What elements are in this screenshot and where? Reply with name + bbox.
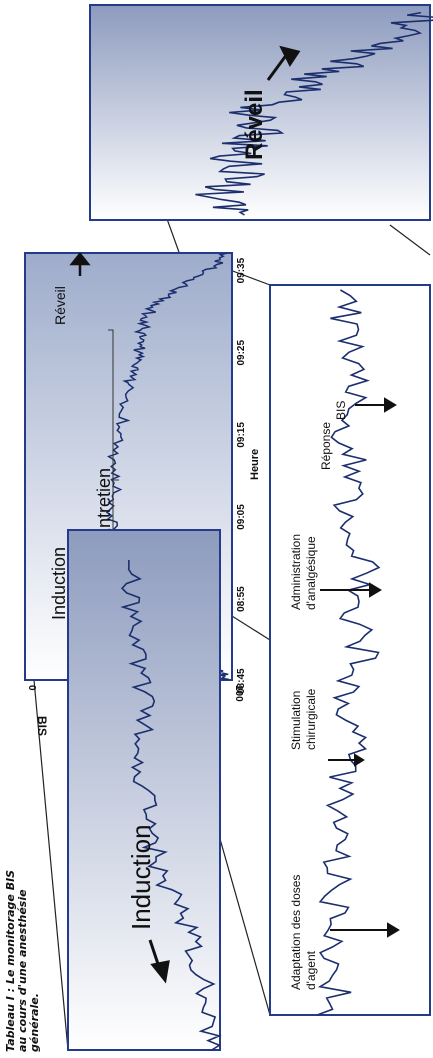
y-tick-label: 100 — [233, 685, 244, 702]
x-axis: 08:45 08:55 09:05 09:15 09:25 09:35 — [236, 257, 247, 694]
x-tick-label: 09:05 — [236, 504, 247, 530]
zoom-induction-label: Induction — [126, 824, 156, 930]
y-tick-label: 0 — [26, 685, 37, 691]
stimulation-arrow — [328, 753, 365, 767]
x-axis-label: Heure — [249, 449, 261, 480]
zoom-induction-trace — [120, 559, 222, 1051]
zoom-reveil-frame — [89, 4, 431, 221]
stimulation-label-2: chirurgicale — [304, 688, 318, 750]
adaptation-arrow — [330, 922, 400, 938]
zoom-entretien-panel: Adaptation des doses d'agent Stimulation… — [269, 284, 431, 1016]
x-tick-label: 08:45 — [236, 668, 247, 694]
caption-line-3: générale. — [28, 993, 41, 1052]
entretien-label: Entretien — [94, 468, 114, 540]
caption-line-2: au cours d'une anesthésie — [16, 889, 29, 1052]
zoom-reveil-arrow — [266, 45, 301, 81]
adaptation-label-1: Adaptation des doses — [289, 875, 303, 990]
zoom-entretien-trace — [316, 289, 381, 1016]
induction-label: Induction — [49, 547, 69, 620]
reveil-arrow — [69, 251, 91, 276]
administration-arrow — [320, 582, 382, 598]
x-tick-label: 09:15 — [236, 422, 247, 448]
caption-line-1: Tableau I : Le monitorage BIS — [4, 870, 17, 1052]
zoom-induction-panel: Induction — [67, 529, 222, 1051]
reponse-arrow — [355, 397, 397, 413]
administration-label-2: d'analgésique — [304, 536, 318, 610]
reponse-label-1: Réponse — [319, 422, 333, 470]
zoom-reveil-trace — [195, 11, 433, 216]
reponse-label-2: BIS — [334, 401, 348, 420]
stimulation-label-1: Stimulation — [289, 691, 303, 750]
x-tick-label: 08:55 — [236, 586, 247, 612]
reveil-label: Réveil — [52, 286, 68, 325]
zoom-reveil-panel: Réveil — [89, 4, 433, 221]
y-axis-label: BIS — [35, 716, 49, 736]
zoom-entretien-frame — [269, 284, 431, 1016]
zoom-reveil-label: Réveil — [241, 89, 268, 160]
zoom-induction-frame — [67, 529, 221, 1051]
x-tick-label: 09:25 — [236, 340, 247, 366]
caption: Tableau I : Le monitorage BIS au cours d… — [4, 870, 41, 1052]
x-tick-label: 09:35 — [236, 257, 247, 283]
zoom-induction-arrow — [148, 939, 170, 984]
adaptation-label-2: d'agent — [304, 950, 318, 990]
administration-label-1: Administration — [289, 534, 303, 610]
